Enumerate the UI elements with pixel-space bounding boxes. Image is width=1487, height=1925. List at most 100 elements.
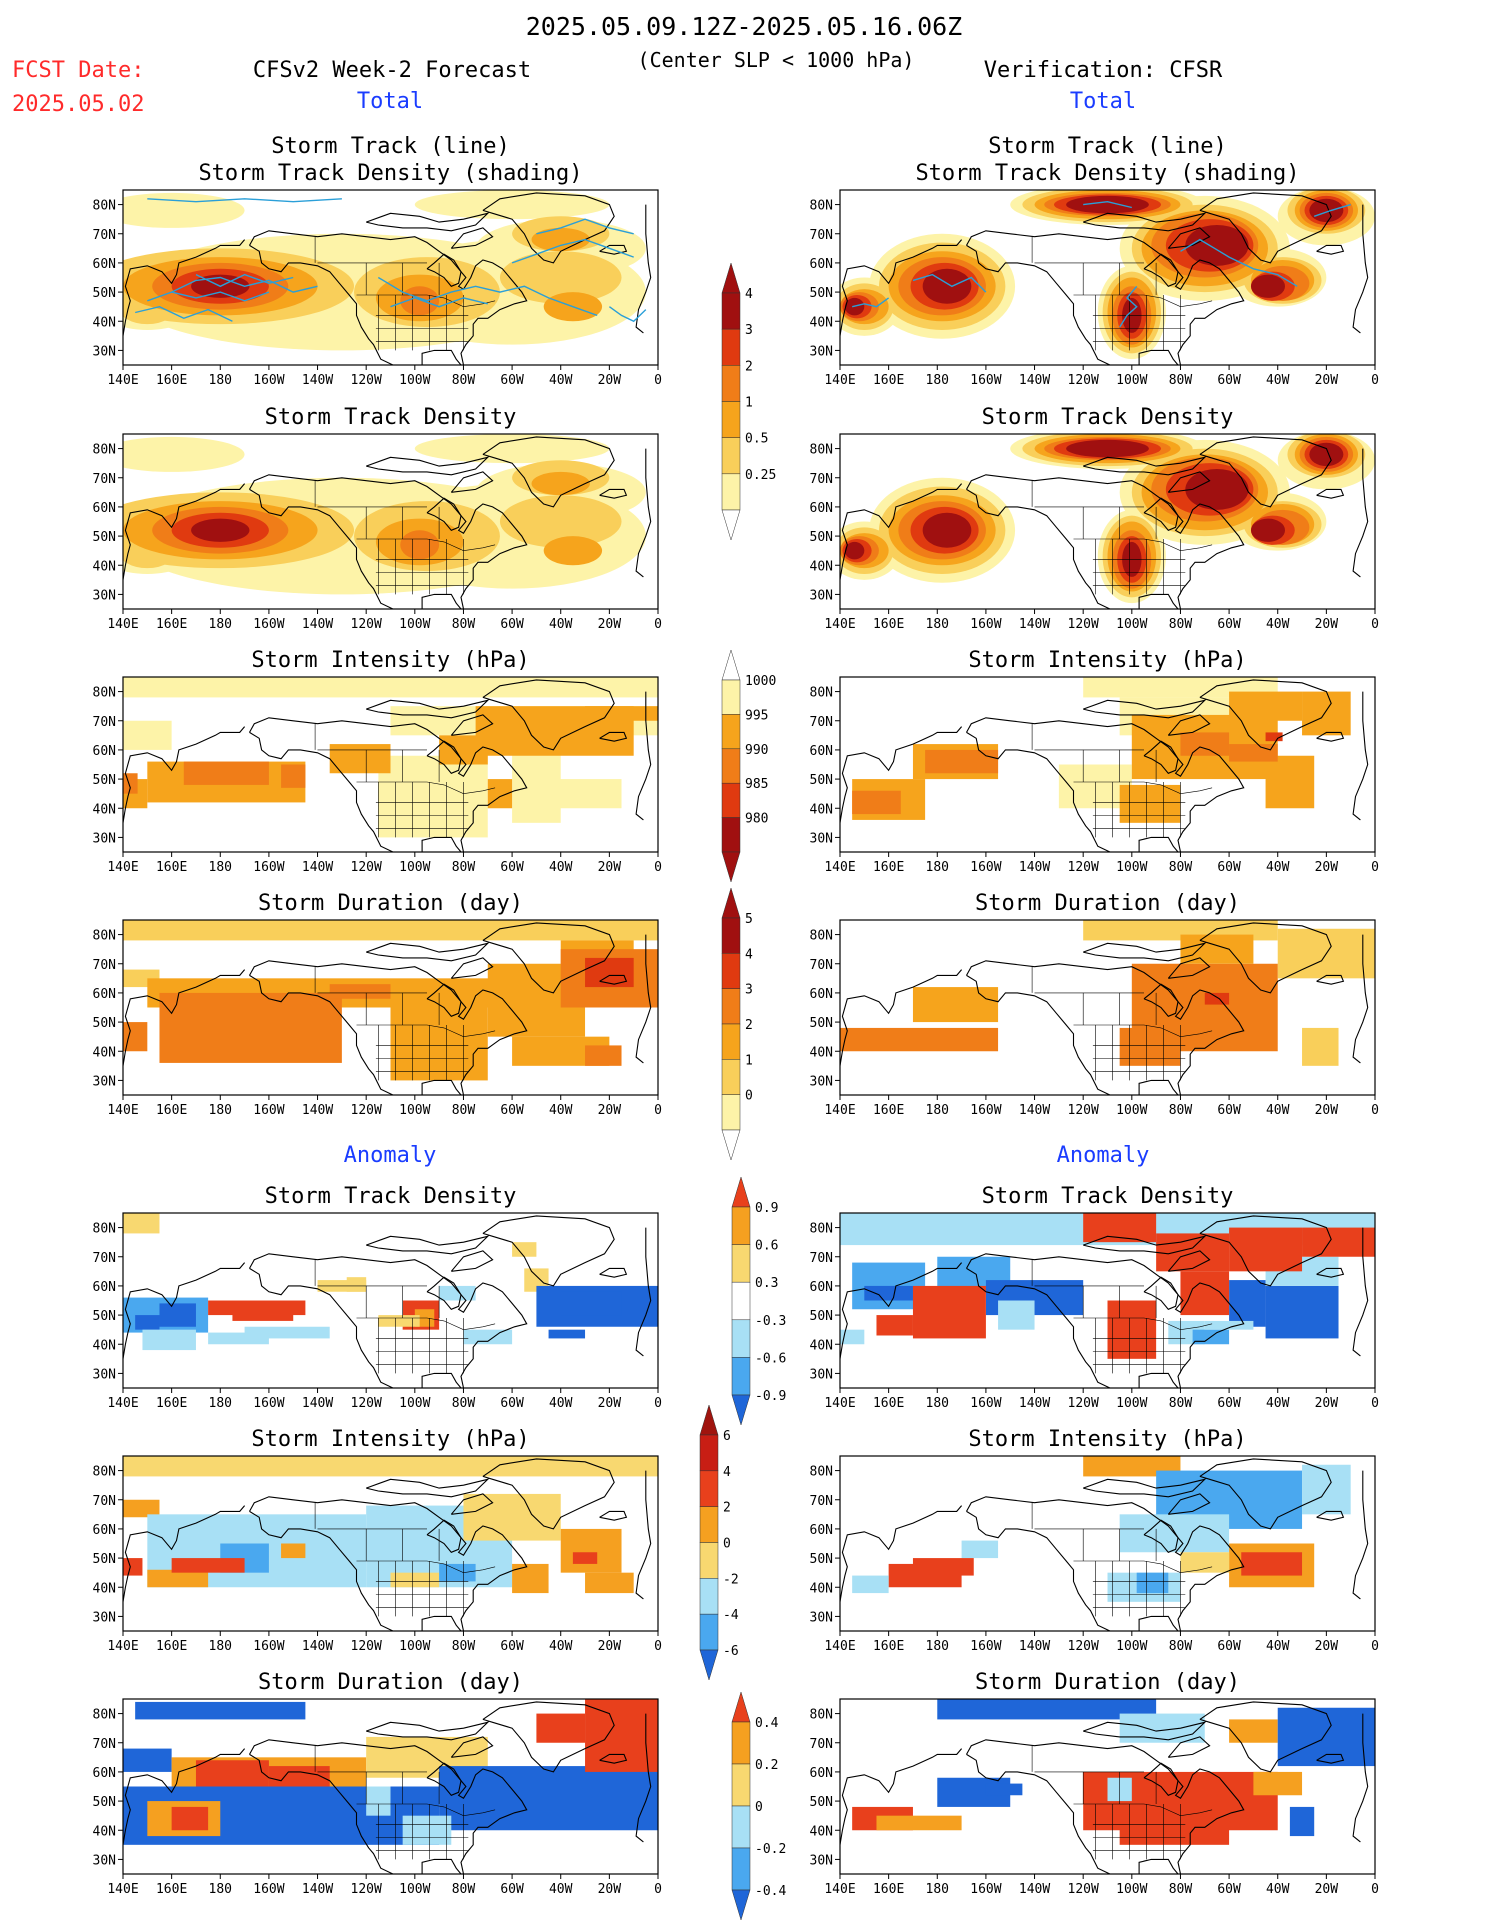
lon-tick-label: 0 — [1371, 617, 1379, 632]
colorbar-swatch — [731, 1805, 751, 1849]
colorbar-label: 0.5 — [745, 432, 768, 447]
lat-tick-label: 30N — [810, 588, 833, 603]
lon-tick-label: 160E — [873, 1882, 904, 1897]
coastline — [482, 1458, 615, 1530]
lon-tick-label: 120W — [351, 1882, 382, 1897]
panel-field — [123, 677, 658, 852]
heatmap-cell — [135, 1315, 160, 1330]
coastline — [966, 717, 1245, 852]
heatmap-cell — [1241, 1552, 1303, 1576]
heatmap-cell — [195, 1760, 269, 1790]
heatmap-cell — [852, 790, 901, 815]
lat-tick-label: 80N — [93, 1708, 116, 1723]
lon-tick-label: 140E — [107, 617, 138, 632]
colorbar-swatch — [721, 401, 741, 438]
lon-tick-label: 160E — [873, 1103, 904, 1118]
colorbar-label: 3 — [745, 983, 753, 998]
lon-tick-label: 180 — [926, 373, 949, 388]
panel-frame — [839, 1212, 1376, 1389]
heatmap-cell — [1229, 1719, 1278, 1743]
panel-title: Storm Track Density (shading) — [915, 161, 1299, 186]
lon-tick-label: 60W — [500, 1396, 524, 1411]
lat-tick-label: 50N — [810, 773, 833, 788]
colorbar-cap-bottom — [721, 509, 741, 541]
lon-tick-label: 80W — [452, 1882, 476, 1897]
lon-tick-label: 80W — [452, 373, 476, 388]
lat-tick-label: 50N — [93, 773, 116, 788]
coastline — [966, 230, 1245, 365]
coastline — [123, 726, 246, 823]
lat-tick-label: 30N — [810, 1853, 833, 1868]
coastline — [599, 731, 628, 742]
coastline — [450, 1736, 494, 1758]
panel-title: Storm Track Density — [982, 405, 1234, 430]
anomaly-right-label: Anomaly — [1056, 1143, 1150, 1168]
heatmap-cell — [439, 1563, 476, 1582]
lat-tick-label: 40N — [810, 1045, 833, 1060]
verification-panel-row-5: 80N 70N 60N 50N 40N 30N 140E 160E 180 160W 140W 120… — [810, 1427, 1379, 1654]
heatmap-cell — [1180, 1552, 1230, 1573]
coastline — [635, 1227, 652, 1357]
storm-track-line — [147, 276, 318, 302]
left-model-label: CFSv2 Week-2 Forecast — [252, 58, 532, 83]
lon-tick-label: 0 — [654, 1396, 662, 1411]
storm-track-line — [147, 198, 342, 203]
colorbar-swatch — [699, 1578, 719, 1615]
lon-tick-label: 140W — [1019, 373, 1050, 388]
heatmap-cell — [123, 1213, 160, 1234]
lon-tick-label: 80W — [452, 617, 476, 632]
lon-tick-label: 60W — [500, 1882, 524, 1897]
colorbar-duration: 5 4 3 2 1 0 — [721, 887, 753, 1161]
heatmap-cell — [1119, 1027, 1181, 1066]
lon-tick-label: 140E — [824, 1882, 855, 1897]
panel-title: Storm Duration (day) — [975, 1670, 1240, 1695]
coastline — [249, 960, 528, 1095]
colorbar-label: 0.2 — [755, 1758, 778, 1773]
colorbar-cap-top — [731, 1691, 751, 1723]
lat-tick-label: 60N — [93, 1766, 116, 1781]
lat-tick-label: 70N — [93, 715, 116, 730]
colorbar-label: 0.3 — [755, 1276, 778, 1291]
coastline — [635, 1470, 652, 1600]
lat-tick-label: 70N — [810, 715, 833, 730]
coastline — [840, 726, 963, 823]
lat-tick-label: 50N — [93, 530, 116, 545]
colorbar-cap-top — [721, 887, 741, 919]
heatmap-cell — [390, 1572, 440, 1588]
lon-tick-label: 160W — [253, 1396, 284, 1411]
panel-title: Storm Track (line) — [988, 134, 1226, 159]
coastline — [840, 969, 963, 1066]
colorbar-label: 0 — [745, 1089, 753, 1104]
lon-tick-label: 100W — [399, 1396, 430, 1411]
coastline — [421, 1615, 462, 1631]
lon-tick-label: 100W — [399, 1639, 430, 1654]
colorbar-label: 0.4 — [755, 1716, 779, 1731]
colorbar-label: 0 — [723, 1537, 731, 1552]
lat-tick-label: 60N — [810, 1280, 833, 1295]
colorbar-label: 6 — [723, 1429, 731, 1444]
colorbar-swatch — [721, 988, 741, 1025]
lon-tick-label: 160E — [873, 860, 904, 875]
colorbar-label: 0 — [755, 1800, 763, 1815]
forecast-panel-row-6: 80N 70N 60N 50N 40N 30N 140E 160E 180 160W 140W 120… — [93, 1670, 662, 1897]
lat-tick-label: 30N — [93, 588, 116, 603]
storm-track-line — [390, 297, 488, 308]
coastline — [635, 204, 652, 334]
colorbar-cap-top — [721, 262, 741, 294]
coastline — [1199, 679, 1332, 751]
lat-tick-label: 50N — [810, 1795, 833, 1810]
colorbar-cap-bottom — [721, 1129, 741, 1161]
lon-tick-label: 0 — [1371, 1882, 1379, 1897]
lat-tick-label: 50N — [93, 286, 116, 301]
coastline — [482, 192, 615, 264]
coastline — [599, 1510, 628, 1521]
lon-tick-label: 140E — [107, 1396, 138, 1411]
lon-tick-label: 160W — [253, 1639, 284, 1654]
heatmap-cell — [937, 1699, 1157, 1720]
density-blob — [400, 530, 440, 560]
lat-tick-label: 80N — [810, 1708, 833, 1723]
title-dates: 2025.05.09.12Z-2025.05.16.06Z — [525, 12, 963, 41]
colorbar-swatch — [721, 782, 741, 818]
political-border — [1073, 1317, 1213, 1331]
